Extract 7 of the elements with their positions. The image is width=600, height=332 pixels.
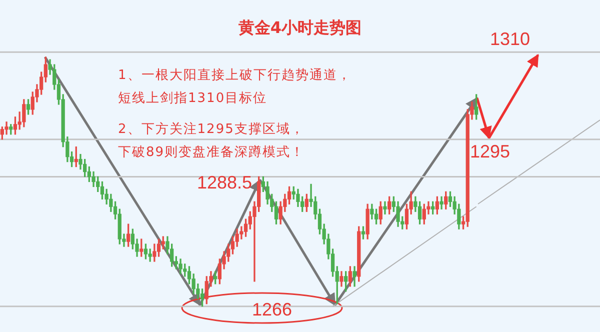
annotation: 1310 — [490, 29, 530, 50]
annotation: 1、一根大阳直接上破下行趋势通道，短线上剑指1310目标位 — [118, 67, 352, 108]
annotation: 2、下方关注1295支撑区域，下破89则变盘准备深蹲模式！ — [118, 121, 306, 162]
annotation: 1266 — [252, 299, 292, 320]
annotation: 1288.5 — [196, 172, 252, 193]
annotation: 1295 — [470, 141, 510, 162]
chart-title: 黄金4小时走势图 — [238, 18, 362, 37]
